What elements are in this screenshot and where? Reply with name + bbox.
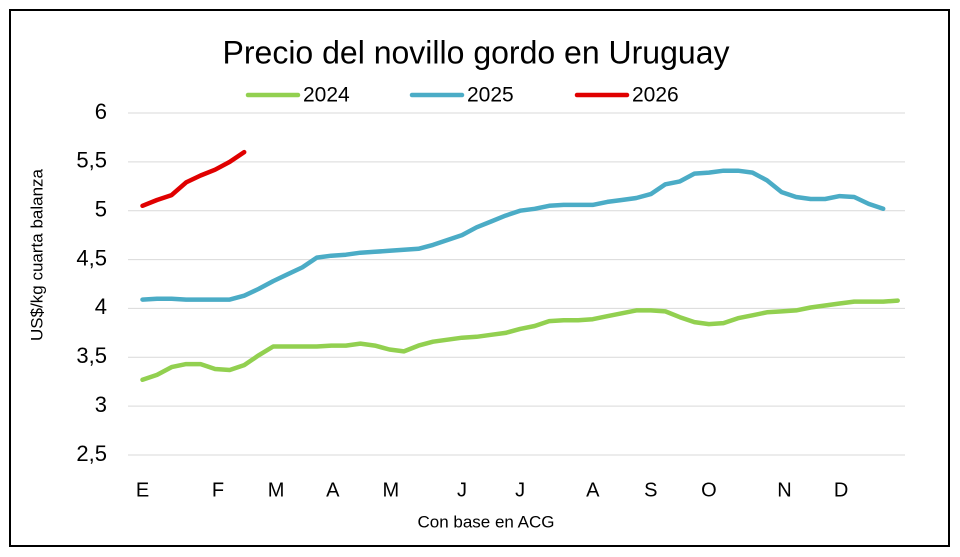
y-tick-label: 5 <box>95 197 107 222</box>
y-axis-title: US$/kg cuarta balanza <box>27 168 46 341</box>
x-tick-label: D <box>834 479 848 501</box>
legend-label: 2026 <box>632 84 679 107</box>
x-tick-label: A <box>586 479 600 501</box>
x-tick-label: N <box>777 479 791 501</box>
x-tick-label: A <box>326 479 340 501</box>
y-tick-label: 2,5 <box>76 441 107 466</box>
series-line <box>140 149 247 209</box>
legend-label: 2024 <box>303 84 350 107</box>
y-tick-label: 4,5 <box>76 245 107 270</box>
x-tick-label: F <box>212 479 224 501</box>
x-tick-label: J <box>515 479 525 501</box>
chart-border <box>9 9 950 547</box>
series-line <box>140 168 886 302</box>
y-tick-label: 6 <box>95 99 107 124</box>
y-tick-label: 3,5 <box>76 343 107 368</box>
y-tick-label: 5,5 <box>76 148 107 173</box>
x-axis-title: Con base en ACG <box>417 512 554 531</box>
x-tick-label: J <box>457 479 467 501</box>
x-tick-label: S <box>644 479 657 501</box>
x-tick-label: O <box>701 479 717 501</box>
y-tick-label: 4 <box>95 294 107 319</box>
x-tick-label: E <box>136 479 149 501</box>
x-tick-label: M <box>268 479 285 501</box>
series-line <box>140 298 900 383</box>
y-tick-label: 3 <box>95 392 107 417</box>
x-tick-label: M <box>383 479 400 501</box>
legend-label: 2025 <box>467 84 514 107</box>
chart-title: Precio del novillo gordo en Uruguay <box>223 34 730 70</box>
